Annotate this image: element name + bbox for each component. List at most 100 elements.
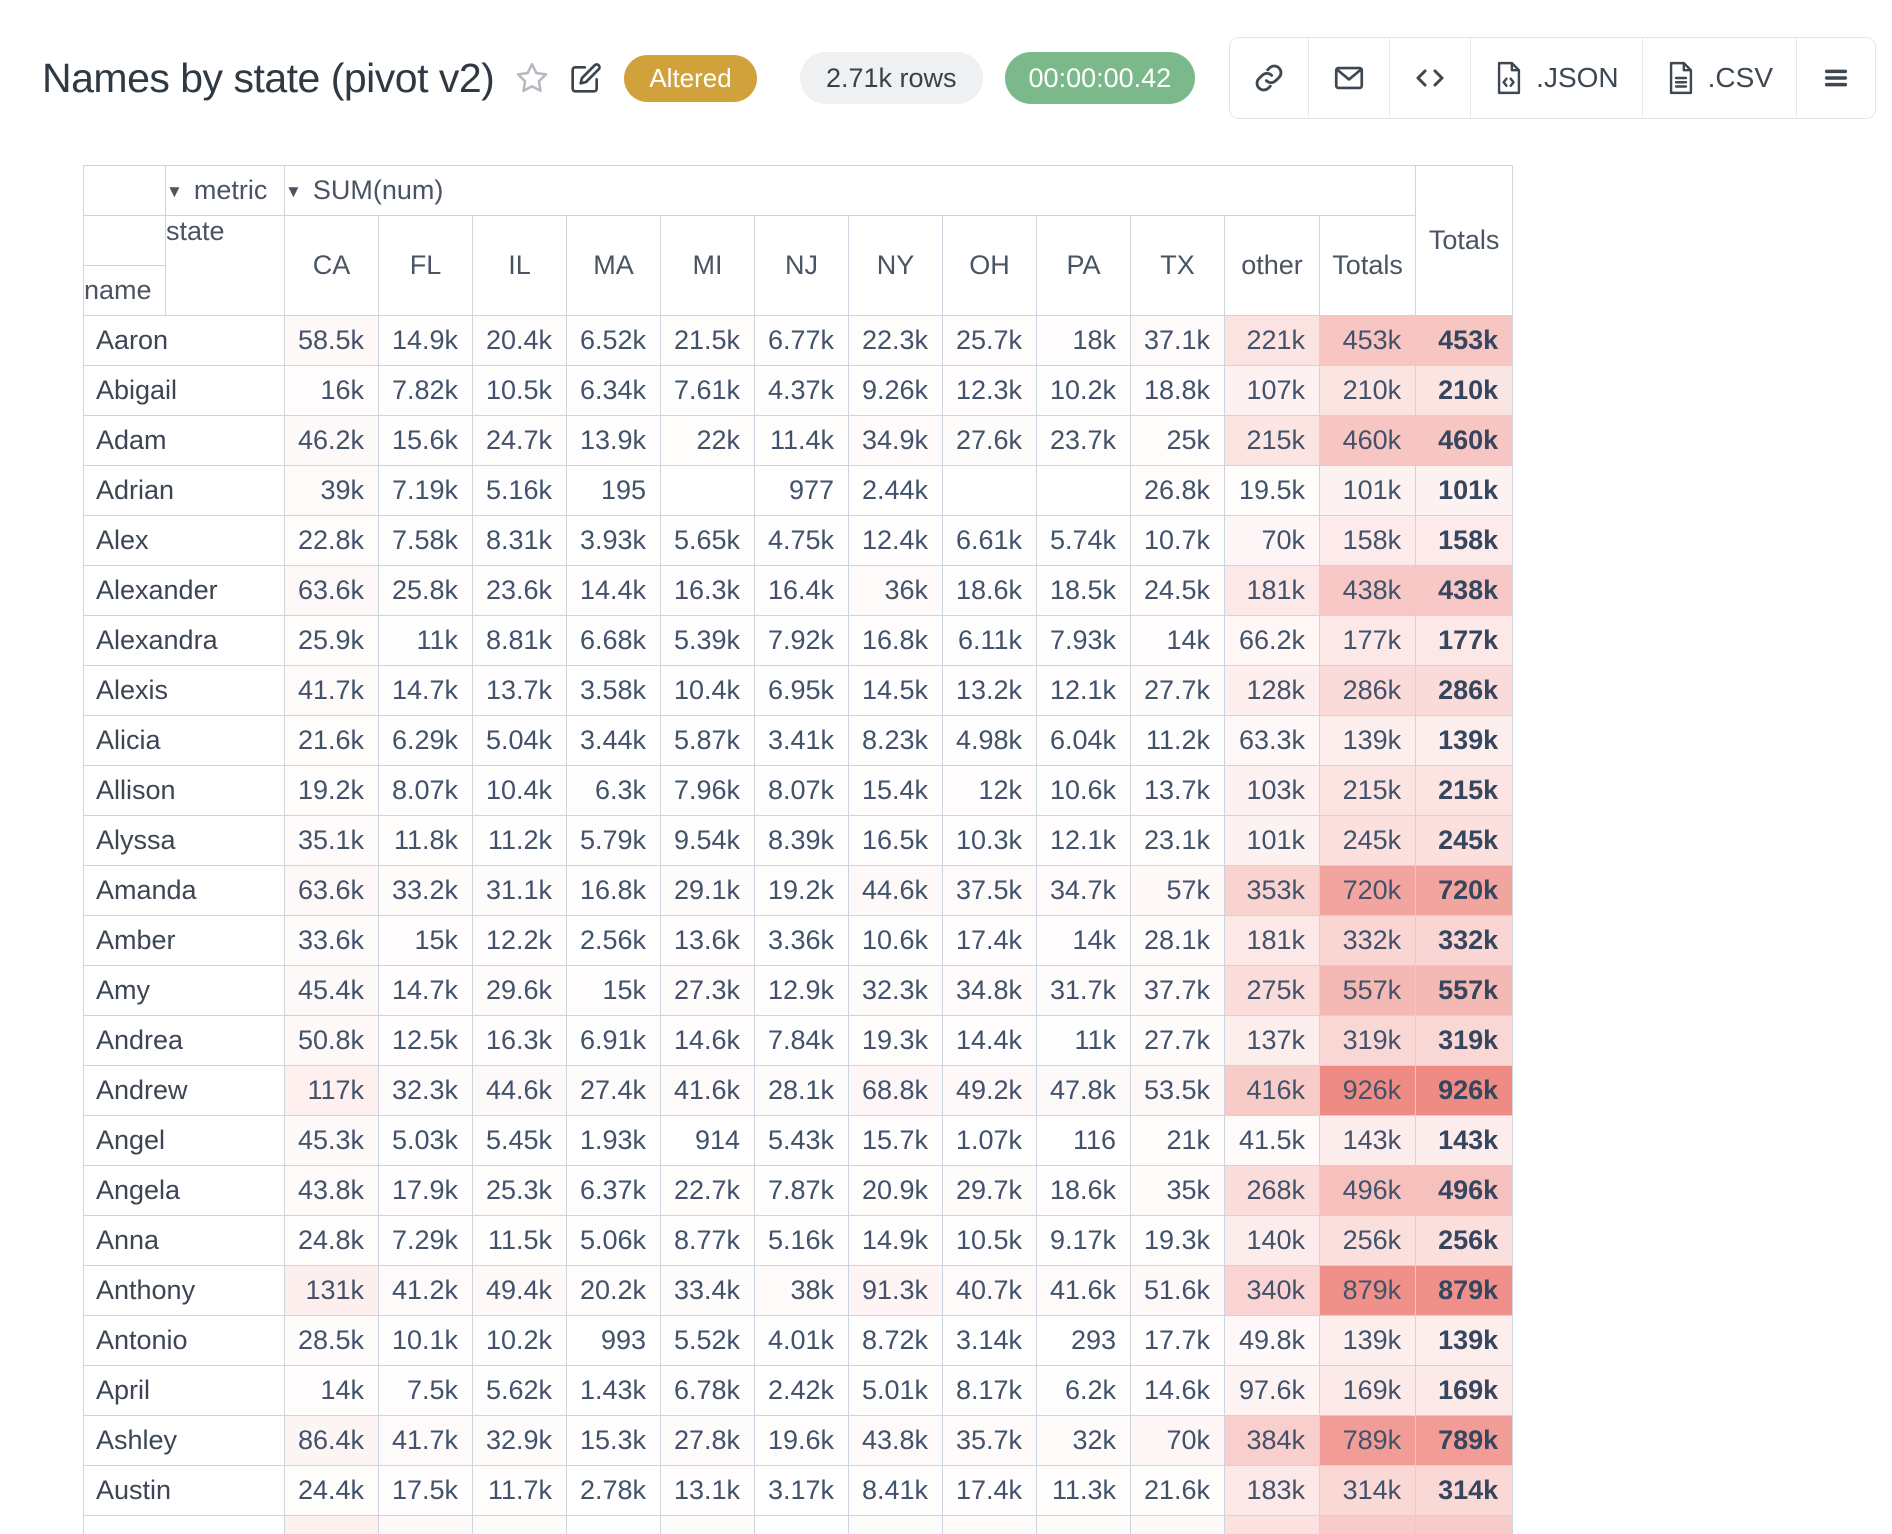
cell-abigail-fl[interactable]: 7.82k — [378, 365, 473, 416]
cell-angel-oh[interactable]: 1.07k — [942, 1115, 1037, 1166]
cell-angela-grand-total[interactable]: 496k — [1415, 1165, 1514, 1216]
cell-austin-pa[interactable]: 11.3k — [1036, 1465, 1131, 1516]
cell-anna-fl[interactable]: 7.29k — [378, 1215, 473, 1266]
row-header-austin[interactable]: Austin — [83, 1465, 285, 1516]
cell-andrea-ma[interactable]: 6.91k — [566, 1015, 661, 1066]
cell-andrew-ny[interactable]: 68.8k — [848, 1065, 943, 1116]
cell-alyssa-oh[interactable]: 10.3k — [942, 815, 1037, 866]
column-header-nj[interactable]: NJ — [754, 215, 849, 316]
cell-april-other[interactable]: 97.6k — [1224, 1365, 1320, 1416]
cell-antonio-grand-total[interactable]: 139k — [1415, 1315, 1514, 1366]
embed-code-button[interactable] — [1389, 38, 1471, 118]
cell-ashley-ma[interactable]: 15.3k — [566, 1415, 661, 1466]
cell-amanda-tx[interactable]: 57k — [1130, 865, 1225, 916]
cell-adrian-ny[interactable]: 2.44k — [848, 465, 943, 516]
cell-ashley-totals[interactable]: 789k — [1318, 1415, 1417, 1466]
cell-angel-other[interactable]: 41.5k — [1224, 1115, 1320, 1166]
cell-austin-ny[interactable]: 8.41k — [848, 1465, 943, 1516]
cell-april-ca[interactable]: 14k — [284, 1365, 379, 1416]
cell-alex-ca[interactable]: 22.8k — [284, 515, 379, 566]
cell-anna-ny[interactable]: 14.9k — [848, 1215, 943, 1266]
cell-andrea-other[interactable]: 137k — [1224, 1015, 1320, 1066]
col-dimension-label[interactable]: state — [165, 215, 285, 316]
cell-april-mi[interactable]: 6.78k — [660, 1365, 755, 1416]
cell-aaron-tx[interactable]: 37.1k — [1130, 315, 1225, 366]
cell-angela-nj[interactable]: 7.87k — [754, 1165, 849, 1216]
row-header-andrew[interactable]: Andrew — [83, 1065, 285, 1116]
cell-adam-pa[interactable]: 23.7k — [1036, 415, 1131, 466]
cell-amy-tx[interactable]: 37.7k — [1130, 965, 1225, 1016]
cell-alexis-fl[interactable]: 14.7k — [378, 665, 473, 716]
column-header-mi[interactable]: MI — [660, 215, 755, 316]
cell-adam-tx[interactable]: 25k — [1130, 415, 1225, 466]
cell-alexandra-tx[interactable]: 14k — [1130, 615, 1225, 666]
cell-anthony-oh[interactable]: 40.7k — [942, 1265, 1037, 1316]
row-header-angela[interactable]: Angela — [83, 1165, 285, 1216]
cell-angela-ca[interactable]: 43.8k — [284, 1165, 379, 1216]
cell-amber-ca[interactable]: 33.6k — [284, 915, 379, 966]
cell-april-ma[interactable]: 1.43k — [566, 1365, 661, 1416]
cell-antonio-totals[interactable]: 139k — [1318, 1315, 1417, 1366]
row-header-adrian[interactable]: Adrian — [83, 465, 285, 516]
download-json-button[interactable]: .JSON — [1470, 38, 1642, 118]
cell-april-pa[interactable]: 6.2k — [1036, 1365, 1131, 1416]
cell-aaron-totals[interactable]: 453k — [1318, 315, 1417, 366]
cell-aaron-il[interactable]: 20.4k — [472, 315, 567, 366]
cell-alex-grand-total[interactable]: 158k — [1415, 515, 1514, 566]
cell-allison-tx[interactable]: 13.7k — [1130, 765, 1225, 816]
cell-ashley-fl[interactable]: 41.7k — [378, 1415, 473, 1466]
cell-alexander-ma[interactable]: 14.4k — [566, 565, 661, 616]
cell-amy-ny[interactable]: 32.3k — [848, 965, 943, 1016]
cell-austin-oh[interactable]: 17.4k — [942, 1465, 1037, 1516]
cell-amy-other[interactable]: 275k — [1224, 965, 1320, 1016]
cell-ashley-nj[interactable]: 19.6k — [754, 1415, 849, 1466]
cell-aaron-grand-total[interactable]: 453k — [1415, 315, 1514, 366]
cell-alicia-other[interactable]: 63.3k — [1224, 715, 1320, 766]
column-header-il[interactable]: IL — [472, 215, 567, 316]
cell-partial[interactable] — [378, 1515, 473, 1534]
cell-antonio-other[interactable]: 49.8k — [1224, 1315, 1320, 1366]
cell-alyssa-fl[interactable]: 11.8k — [378, 815, 473, 866]
cell-andrew-ma[interactable]: 27.4k — [566, 1065, 661, 1116]
cell-adrian-mi[interactable] — [660, 465, 755, 516]
cell-allison-pa[interactable]: 10.6k — [1036, 765, 1131, 816]
cell-austin-tx[interactable]: 21.6k — [1130, 1465, 1225, 1516]
cell-amanda-totals[interactable]: 720k — [1318, 865, 1417, 916]
cell-abigail-ny[interactable]: 9.26k — [848, 365, 943, 416]
cell-anthony-ny[interactable]: 91.3k — [848, 1265, 943, 1316]
cell-abigail-grand-total[interactable]: 210k — [1415, 365, 1514, 416]
cell-amber-grand-total[interactable]: 332k — [1415, 915, 1514, 966]
cell-adrian-fl[interactable]: 7.19k — [378, 465, 473, 516]
cell-alexander-il[interactable]: 23.6k — [472, 565, 567, 616]
cell-angel-il[interactable]: 5.45k — [472, 1115, 567, 1166]
cell-ashley-tx[interactable]: 70k — [1130, 1415, 1225, 1466]
cell-adam-ca[interactable]: 46.2k — [284, 415, 379, 466]
cell-alex-totals[interactable]: 158k — [1318, 515, 1417, 566]
cell-austin-ca[interactable]: 24.4k — [284, 1465, 379, 1516]
row-header-alexander[interactable]: Alexander — [83, 565, 285, 616]
cell-amanda-fl[interactable]: 33.2k — [378, 865, 473, 916]
cell-alex-other[interactable]: 70k — [1224, 515, 1320, 566]
row-header-abigail[interactable]: Abigail — [83, 365, 285, 416]
cell-alexander-pa[interactable]: 18.5k — [1036, 565, 1131, 616]
cell-alyssa-ca[interactable]: 35.1k — [284, 815, 379, 866]
cell-austin-fl[interactable]: 17.5k — [378, 1465, 473, 1516]
cell-aaron-ma[interactable]: 6.52k — [566, 315, 661, 366]
cell-anna-mi[interactable]: 8.77k — [660, 1215, 755, 1266]
cell-allison-ca[interactable]: 19.2k — [284, 765, 379, 816]
cell-allison-oh[interactable]: 12k — [942, 765, 1037, 816]
cell-andrea-il[interactable]: 16.3k — [472, 1015, 567, 1066]
row-header-amanda[interactable]: Amanda — [83, 865, 285, 916]
cell-andrew-nj[interactable]: 28.1k — [754, 1065, 849, 1116]
cell-partial[interactable] — [942, 1515, 1037, 1534]
cell-andrea-mi[interactable]: 14.6k — [660, 1015, 755, 1066]
favorite-button[interactable] — [514, 60, 550, 96]
cell-alexander-oh[interactable]: 18.6k — [942, 565, 1037, 616]
cell-alexander-nj[interactable]: 16.4k — [754, 565, 849, 616]
cell-anthony-nj[interactable]: 38k — [754, 1265, 849, 1316]
cell-alexander-ny[interactable]: 36k — [848, 565, 943, 616]
cell-adam-other[interactable]: 215k — [1224, 415, 1320, 466]
cell-amanda-pa[interactable]: 34.7k — [1036, 865, 1131, 916]
share-link-button[interactable] — [1230, 38, 1309, 118]
more-menu-button[interactable] — [1796, 38, 1875, 118]
